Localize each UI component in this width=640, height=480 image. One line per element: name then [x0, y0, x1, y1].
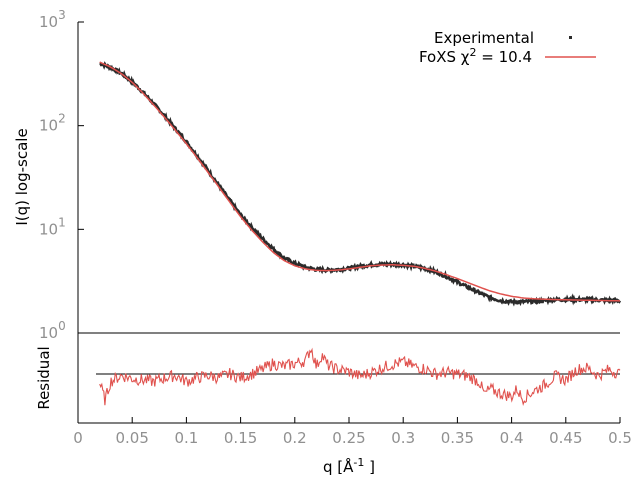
main-y-tick-base: 10	[39, 13, 58, 31]
main-y-tick-label: 103	[39, 8, 66, 31]
x-tick-label: 0.05	[115, 429, 148, 447]
residual-plot-area	[99, 347, 621, 407]
legend-fit-suffix: = 10.4	[476, 48, 532, 66]
x-ticks: 0 0.05 0.1 0.15 0.2 0.25 0.3 0.35 0.4 0.45 0.5	[73, 417, 632, 447]
main-y-tick-exponent: 0	[58, 319, 66, 333]
main-plot-area	[99, 61, 622, 307]
legend: Experimental FoXS χ2 = 10.4	[419, 29, 596, 66]
x-tick-label: 0.35	[441, 429, 474, 447]
x-axis-label: q [Å-1 ]	[323, 456, 375, 476]
main-y-tick-label: 101	[39, 215, 66, 238]
residual-series	[99, 347, 621, 407]
main-y-tick-base: 10	[39, 324, 58, 342]
x-tick-label: 0.2	[283, 429, 307, 447]
x-tick-label: 0.25	[332, 429, 365, 447]
x-tick-label: 0.45	[549, 429, 582, 447]
legend-fit-sup: 2	[469, 46, 476, 59]
x-tick-label: 0.15	[224, 429, 257, 447]
main-y-axis-label: I(q) log-scale	[13, 128, 31, 225]
main-y-tick-base: 10	[39, 117, 58, 135]
residual-y-axis-label: Residual	[35, 346, 53, 409]
x-axis-label-base: q [Å	[323, 457, 354, 476]
x-tick-label: 0	[73, 429, 83, 447]
legend-experimental-marker	[569, 36, 572, 39]
x-tick-label: 0.5	[608, 429, 632, 447]
residual-panel: 0 0.05 0.1 0.15 0.2 0.25 0.3 0.35 0.4 0.45 0.5 Res…	[35, 333, 632, 476]
x-axis-label-close: ]	[364, 458, 375, 476]
main-y-tick-exponent: 1	[58, 215, 66, 229]
main-y-tick-label: 102	[39, 112, 66, 135]
legend-fit-prefix: FoXS χ	[419, 48, 470, 66]
x-tick-label: 0.1	[174, 429, 198, 447]
x-tick-label: 0.4	[500, 429, 524, 447]
x-axis-label-sup: -1	[353, 456, 364, 469]
main-y-tick-exponent: 3	[58, 8, 66, 22]
main-y-tick-label: 100	[39, 319, 66, 342]
legend-fit-label: FoXS χ2 = 10.4	[419, 46, 532, 66]
legend-experimental-label: Experimental	[434, 29, 534, 47]
x-tick-label: 0.3	[391, 429, 415, 447]
main-y-tick-exponent: 2	[58, 112, 66, 126]
foxs-fit-series	[99, 61, 621, 302]
main-y-tick-base: 10	[39, 220, 58, 238]
